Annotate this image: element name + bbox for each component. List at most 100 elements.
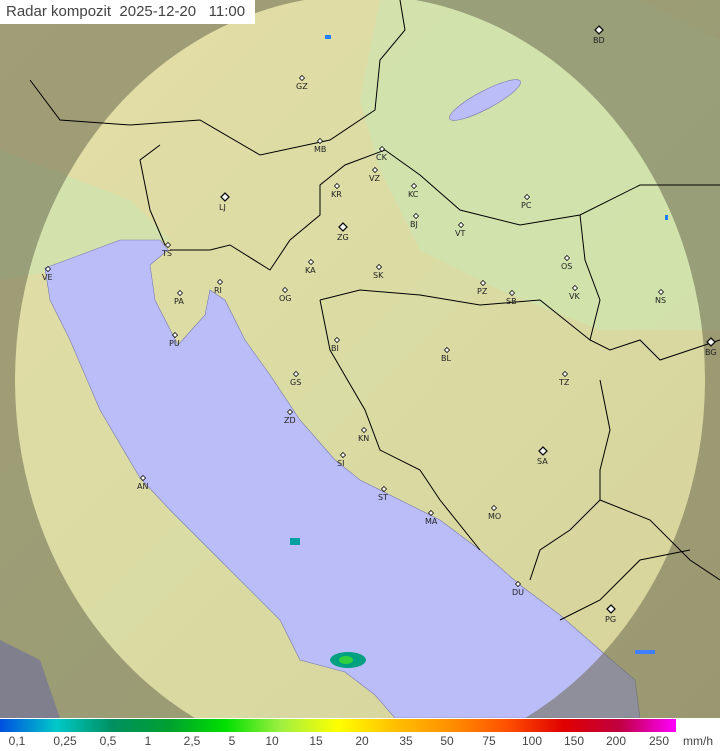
map-title: Radar kompozit 2025-12-20 11:00 — [0, 0, 256, 24]
city-label: PC — [521, 201, 532, 210]
city-marker-icon — [561, 370, 569, 378]
city-label: MO — [488, 512, 501, 521]
city-vk: VK — [569, 284, 580, 301]
scale-label: 50 — [440, 734, 454, 748]
scale-label: 35 — [399, 734, 413, 748]
city-marker-icon — [490, 504, 498, 512]
city-marker-icon — [427, 509, 435, 517]
city-label: PU — [169, 339, 180, 348]
city-label: VT — [455, 229, 465, 238]
city-marker-icon — [44, 265, 52, 273]
city-marker-icon — [171, 331, 179, 339]
capital-marker-icon — [220, 192, 230, 202]
city-ns: NS — [655, 288, 666, 305]
city-ma: MA — [425, 509, 438, 526]
city-st: ST — [378, 485, 388, 502]
city-ri: RI — [214, 278, 224, 295]
city-marker-icon — [360, 426, 368, 434]
city-kr: KR — [331, 182, 342, 199]
city-marker-icon — [410, 182, 418, 190]
city-label: OG — [279, 294, 292, 303]
capital-marker-icon — [606, 604, 616, 614]
city-marker-icon — [378, 145, 386, 153]
city-kc: KC — [408, 182, 419, 199]
city-label: SB — [506, 297, 517, 306]
city-ck: CK — [376, 145, 388, 162]
city-du: DU — [512, 580, 524, 597]
title-date: 2025-12-20 — [119, 3, 197, 20]
city-label: AN — [137, 482, 148, 491]
city-marker-icon — [286, 408, 294, 416]
city-marker-icon — [380, 485, 388, 493]
capital-marker-icon — [538, 446, 548, 456]
city-label: PZ — [477, 287, 488, 296]
city-label: MA — [425, 517, 438, 526]
city-os: OS — [561, 254, 572, 271]
city-pg: PG — [605, 604, 616, 624]
city-marker-icon — [339, 451, 347, 459]
city-label: PA — [174, 297, 184, 306]
city-marker-icon — [523, 193, 531, 201]
city-label: KR — [331, 190, 342, 199]
city-ts: TS — [161, 241, 172, 258]
city-label: KC — [408, 190, 419, 199]
city-ka: KA — [305, 258, 316, 275]
city-markers: BD GZ MB CK VZ KR KC LJ PC ZG BJ VT TS VE KA SK RI PA OG PZ… — [42, 25, 717, 624]
city-label: GZ — [296, 82, 308, 91]
city-label: OS — [561, 262, 572, 271]
city-gz: GZ — [296, 74, 308, 91]
city-pz: PZ — [477, 279, 488, 296]
radar-map[interactable]: BD GZ MB CK VZ KR KC LJ PC ZG BJ VT TS VE KA SK RI PA OG PZ… — [0, 0, 720, 718]
city-label: VZ — [369, 174, 380, 183]
precipitation-color-scale — [0, 719, 676, 732]
city-vt: VT — [455, 221, 465, 238]
city-zg: ZG — [337, 222, 349, 242]
city-bj: BJ — [410, 212, 420, 229]
city-kn: KN — [358, 426, 369, 443]
city-marker-icon — [371, 166, 379, 174]
city-marker-icon — [571, 284, 579, 292]
city-marker-icon — [216, 278, 224, 286]
city-label: SK — [373, 271, 384, 280]
city-marker-icon — [316, 137, 324, 145]
city-marker-icon — [514, 580, 522, 588]
city-vz: VZ — [369, 166, 380, 183]
city-og: OG — [279, 286, 292, 303]
city-marker-icon — [657, 288, 665, 296]
city-marker-icon — [508, 289, 516, 297]
city-label: BG — [705, 348, 717, 357]
city-tz: TZ — [558, 370, 570, 387]
scale-label: 100 — [521, 734, 543, 748]
city-label: ZG — [337, 233, 349, 242]
city-label: PG — [605, 615, 616, 624]
scale-label: 5 — [228, 734, 236, 748]
scale-label: 20 — [355, 734, 369, 748]
city-an: AN — [137, 474, 148, 491]
city-label: NS — [655, 296, 666, 305]
city-label: BD — [593, 36, 605, 45]
city-label: DU — [512, 588, 524, 597]
city-label: SA — [537, 457, 548, 466]
city-label: SI — [337, 459, 344, 468]
city-pa: PA — [174, 289, 184, 306]
city-label: KA — [305, 266, 316, 275]
city-mb: MB — [314, 137, 326, 154]
city-label: BL — [441, 354, 451, 363]
scale-label: 150 — [563, 734, 585, 748]
city-bd: BD — [593, 25, 605, 45]
radar-echoes — [290, 35, 668, 668]
city-marker-icon — [563, 254, 571, 262]
city-pc: PC — [521, 193, 532, 210]
city-marker-icon — [164, 241, 172, 249]
city-bi: BI — [331, 336, 341, 353]
scale-labels: 0,1 0,25 0,5 1 2,5 5 10 15 20 35 50 75 100 150 200 250 m… — [0, 734, 720, 751]
city-marker-icon — [281, 286, 289, 294]
city-pu: PU — [169, 331, 180, 348]
city-ve: VE — [42, 265, 53, 282]
city-label: GS — [290, 378, 301, 387]
scale-label: 0,5 — [99, 734, 117, 748]
scale-label: 250 — [648, 734, 670, 748]
scale-label: 1 — [144, 734, 152, 748]
scale-label: 10 — [265, 734, 279, 748]
city-label: ZD — [284, 416, 296, 425]
